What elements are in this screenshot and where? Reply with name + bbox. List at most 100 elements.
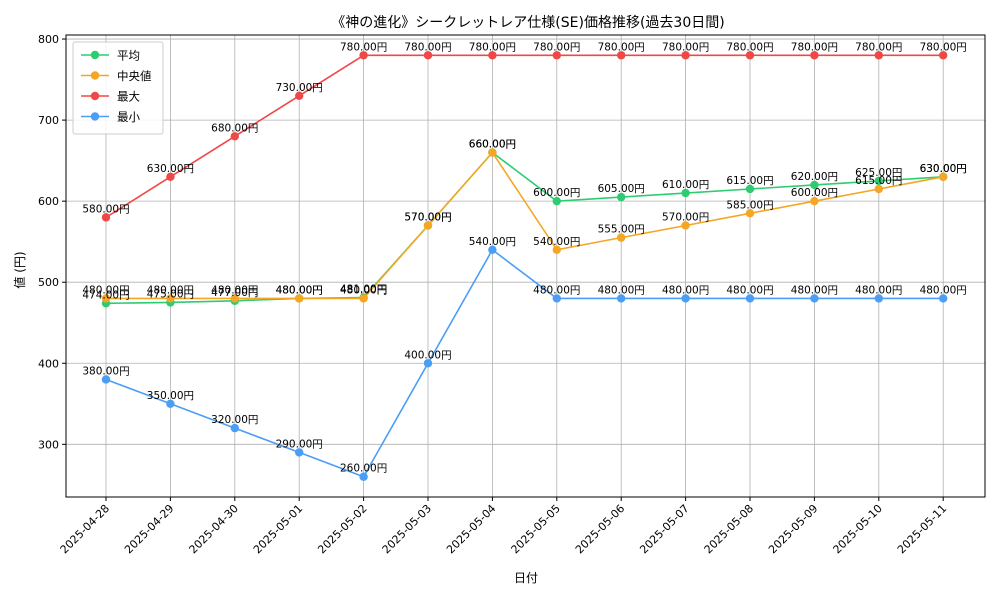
x-axis-title: 日付 bbox=[514, 571, 538, 585]
data-point bbox=[681, 221, 690, 230]
y-axis-title: 値 (円) bbox=[12, 251, 27, 288]
data-point bbox=[295, 294, 304, 303]
data-point bbox=[617, 294, 626, 303]
data-label: 480.00円 bbox=[598, 284, 645, 296]
data-point bbox=[939, 172, 948, 182]
x-tick-label: 2025-05-10 bbox=[831, 502, 885, 556]
x-tick-label: 2025-05-03 bbox=[380, 502, 434, 556]
series-line bbox=[105, 54, 944, 219]
data-point bbox=[230, 423, 239, 433]
data-label: 585.00円 bbox=[726, 199, 773, 211]
data-label: 780.00円 bbox=[340, 41, 387, 53]
y-tick-label: 500 bbox=[38, 276, 59, 289]
legend-box bbox=[72, 41, 164, 135]
data-point bbox=[745, 51, 755, 60]
data-point bbox=[939, 51, 948, 60]
data-label: 625.00円 bbox=[855, 167, 902, 179]
data-label: 630.00円 bbox=[920, 163, 967, 175]
x-tick-label: 2025-05-02 bbox=[315, 502, 369, 556]
legend-label: 最小 bbox=[117, 110, 140, 124]
legend-swatch-marker bbox=[90, 50, 100, 60]
x-tick-label: 2025-04-30 bbox=[187, 502, 241, 556]
y-tick-label: 600 bbox=[38, 195, 59, 208]
data-point bbox=[681, 188, 690, 198]
data-point bbox=[552, 196, 561, 206]
data-point bbox=[101, 213, 111, 222]
x-tick-label: 2025-04-28 bbox=[58, 502, 112, 556]
series-line bbox=[105, 151, 944, 305]
y-tick-label: 800 bbox=[38, 33, 59, 46]
x-tick-label: 2025-05-08 bbox=[702, 502, 756, 556]
data-point bbox=[810, 180, 819, 190]
data-point bbox=[681, 294, 690, 303]
y-tick-label: 700 bbox=[38, 114, 59, 127]
x-tick-label: 2025-04-29 bbox=[122, 502, 176, 556]
series-lines bbox=[101, 51, 948, 481]
data-label: 260.00円 bbox=[340, 463, 387, 475]
data-label: 480.00円 bbox=[211, 284, 258, 296]
data-label: 610.00円 bbox=[662, 179, 709, 191]
data-point bbox=[874, 51, 883, 60]
data-label: 350.00円 bbox=[147, 390, 194, 402]
data-label: 780.00円 bbox=[855, 41, 902, 53]
data-point bbox=[617, 51, 626, 60]
data-label: 615.00円 bbox=[855, 175, 902, 187]
data-label: 477.00円 bbox=[211, 287, 258, 299]
data-label: 400.00円 bbox=[404, 349, 451, 361]
data-point bbox=[295, 91, 304, 100]
series-line bbox=[106, 151, 944, 300]
data-label: 620.00円 bbox=[791, 171, 838, 183]
data-point bbox=[423, 359, 433, 368]
legend-swatch-marker bbox=[90, 71, 100, 80]
data-point bbox=[681, 51, 690, 60]
data-label: 780.00円 bbox=[404, 41, 451, 53]
series-line bbox=[105, 248, 944, 478]
data-point bbox=[874, 184, 883, 194]
data-label: 570.00円 bbox=[662, 211, 709, 223]
data-label: 580.00円 bbox=[82, 203, 129, 215]
data-label: 480.00円 bbox=[533, 284, 580, 296]
data-point bbox=[939, 294, 948, 303]
data-label: 380.00円 bbox=[82, 365, 129, 377]
data-label: 480.00円 bbox=[82, 284, 129, 296]
data-point bbox=[359, 51, 368, 60]
data-label: 615.00円 bbox=[726, 175, 773, 187]
data-point bbox=[230, 132, 239, 141]
data-label: 555.00円 bbox=[598, 224, 645, 236]
data-label: 780.00円 bbox=[726, 41, 773, 53]
data-label: 680.00円 bbox=[211, 122, 258, 134]
data-label: 730.00円 bbox=[276, 82, 323, 94]
data-label: 320.00円 bbox=[211, 414, 258, 426]
legend-label: 平均 bbox=[117, 49, 140, 63]
x-tick-label: 2025-05-05 bbox=[509, 502, 563, 556]
data-point bbox=[423, 221, 433, 230]
data-label: 475.00円 bbox=[147, 288, 194, 300]
data-label: 600.00円 bbox=[533, 187, 580, 199]
data-label: 474.00円 bbox=[82, 289, 129, 301]
data-label: 780.00円 bbox=[920, 41, 967, 53]
data-label: 540.00円 bbox=[533, 236, 580, 248]
data-label: 480.00円 bbox=[855, 284, 902, 296]
data-label: 630.00円 bbox=[920, 163, 967, 175]
data-point bbox=[552, 245, 561, 254]
legend-swatch-marker bbox=[90, 91, 100, 101]
data-label: 480.00円 bbox=[276, 284, 323, 296]
data-label: 480.00円 bbox=[920, 284, 967, 296]
data-point bbox=[230, 294, 239, 303]
data-point bbox=[552, 51, 561, 60]
data-point bbox=[617, 192, 626, 202]
data-label: 570.00円 bbox=[404, 211, 451, 223]
data-point bbox=[810, 294, 819, 303]
data-point bbox=[810, 196, 819, 206]
data-point bbox=[810, 51, 819, 60]
x-tick-label: 2025-05-01 bbox=[251, 502, 305, 556]
x-tick-label: 2025-05-11 bbox=[895, 502, 949, 556]
data-point bbox=[101, 294, 111, 303]
data-label: 630.00円 bbox=[147, 163, 194, 175]
data-label: 600.00円 bbox=[791, 187, 838, 199]
data-point bbox=[488, 148, 497, 157]
data-label: 480.00円 bbox=[662, 284, 709, 296]
data-label: 780.00円 bbox=[791, 41, 838, 53]
